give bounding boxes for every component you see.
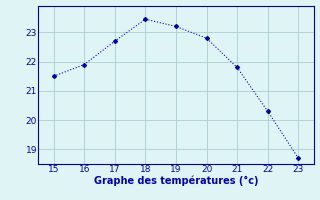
X-axis label: Graphe des températures (°c): Graphe des températures (°c) xyxy=(94,176,258,186)
